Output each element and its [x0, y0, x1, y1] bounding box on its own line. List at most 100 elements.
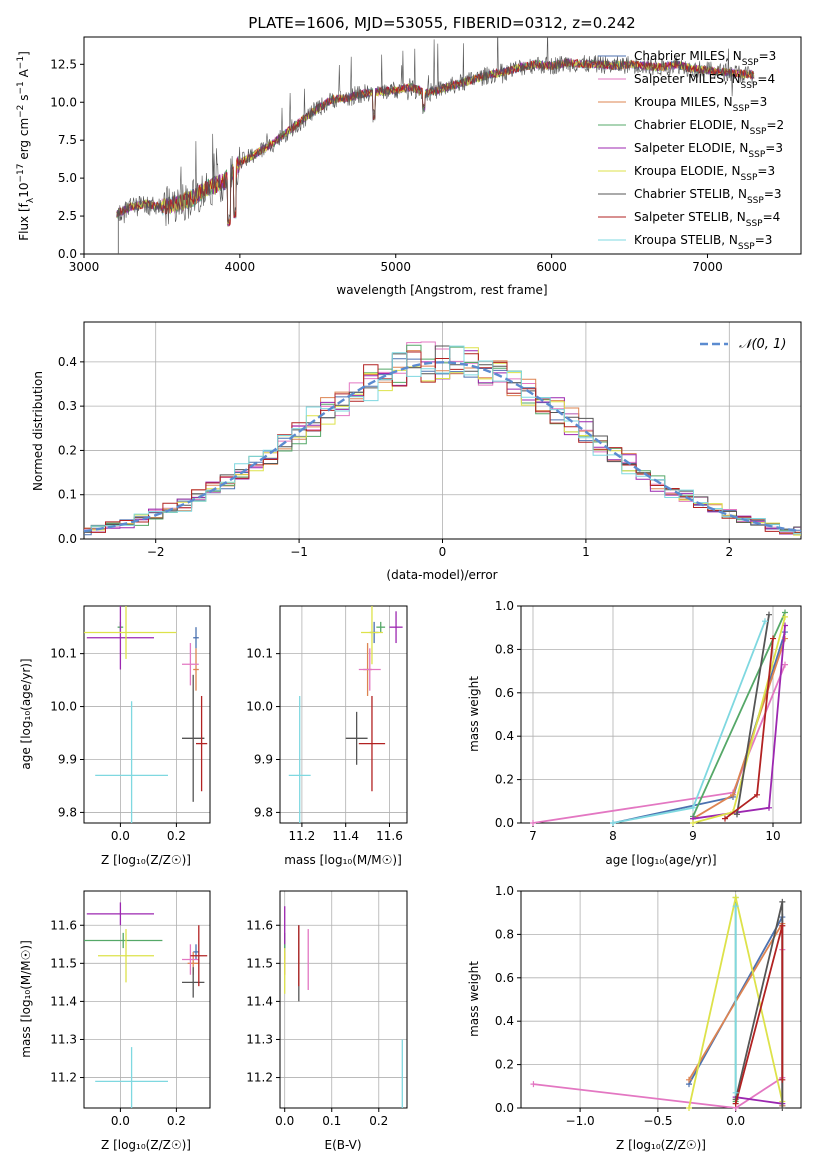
- spectrum-xtick-label: 7000: [692, 260, 723, 274]
- weight-age-panel-ytick-label: 1.0: [495, 599, 514, 613]
- legend-entry: Chabrier ELODIE, NSSP=2: [634, 118, 784, 137]
- weight-age-panel-point-marker: [754, 791, 760, 798]
- weight-age-panel-point-marker: [722, 815, 728, 822]
- spectrum-xtick-label: 4000: [225, 260, 256, 274]
- weight-z-panel-point-marker: [779, 898, 786, 905]
- weight-z-panel-point-marker: [732, 894, 739, 901]
- legend-entry: Salpeter ELODIE, NSSP=3: [634, 141, 783, 160]
- weight-age-panel-point-marker: [770, 635, 776, 642]
- chart-title: PLATE=1606, MJD=53055, FIBERID=0312, z=0…: [248, 14, 635, 32]
- weight-age-panel-ytick-label: 0.2: [495, 773, 514, 787]
- age-z-panel-ytick-label: 10.0: [50, 700, 77, 714]
- spectrum-ytick-label: 12.5: [50, 57, 77, 71]
- weight-age-panel-point-marker: [782, 613, 788, 620]
- weight-z-xlabel: Z [log₁₀(Z/Z☉)]: [616, 1138, 706, 1152]
- mass-z-panel-frame: [83, 890, 211, 1109]
- weight-z-panel-point-marker: [779, 922, 786, 929]
- weight-z-panel-point-marker: [686, 1105, 692, 1111]
- legend-entry: Kroupa MILES, NSSP=3: [634, 95, 767, 114]
- spectrum-xtick-label: 6000: [536, 260, 567, 274]
- weight-z-panel-xtick-label: 0.0: [726, 1114, 745, 1128]
- weight-z-panel-ytick-label: 0.2: [495, 1058, 514, 1072]
- gauss-legend-label: 𝒩(0, 1): [739, 337, 786, 352]
- weight-age-panel-ytick-label: 0.0: [495, 816, 514, 830]
- mass-ebv-xlabel: E(B-V): [324, 1138, 361, 1152]
- histogram-ylabel: Normed distribution: [31, 371, 45, 491]
- mass-z-panel-ytick-label: 11.2: [50, 1071, 77, 1085]
- age-mass-panel-ytick-label: 9.8: [254, 805, 273, 819]
- histogram-xtick-label: 2: [725, 545, 733, 559]
- mass-z-xlabel: Z [log₁₀(Z/Z☉)]: [101, 1138, 191, 1152]
- weight-z-panel-frame: [520, 890, 802, 1109]
- mass-ebv-panel-xtick-label: 0.0: [275, 1114, 294, 1128]
- histogram-ytick-label: 0.0: [58, 532, 77, 546]
- age-mass-panel-ytick-label: 9.9: [254, 752, 273, 766]
- weight-z-panel-point-marker: [779, 1105, 786, 1111]
- mass-z-panel-ytick-label: 11.4: [50, 994, 77, 1008]
- histogram-ytick-label: 0.2: [58, 443, 77, 457]
- legend-entry: Salpeter STELIB, NSSP=4: [634, 210, 780, 229]
- weight-age-panel-point-marker: [530, 820, 536, 826]
- weight-age-panel-point-marker: [690, 804, 696, 811]
- weight-age-panel-point-marker: [766, 804, 772, 811]
- legend-entry: Chabrier STELIB, NSSP=3: [634, 187, 782, 206]
- mass-z-panel-ytick-label: 11.6: [50, 918, 77, 932]
- legend-entry: Chabrier MILES, NSSP=3: [634, 49, 776, 68]
- histogram-step-series: [84, 351, 801, 534]
- histogram-ytick-label: 0.3: [58, 399, 77, 413]
- weight-z-panel-point-marker: [686, 1076, 692, 1083]
- age-mass-panel-xtick-label: 11.4: [332, 829, 359, 843]
- weight-age-panel-series-line: [532, 664, 786, 823]
- weight-age-panel-series-line: [692, 612, 786, 817]
- mass-z-panel-ytick-label: 11.5: [50, 956, 77, 970]
- spectrum-ytick-label: 7.5: [58, 133, 77, 147]
- legend-entry: Salpeter MILES, NSSP=4: [634, 72, 775, 91]
- weight-z-panel-ytick-label: 0.6: [495, 971, 514, 985]
- weight-age-panel-point-marker: [734, 811, 740, 818]
- histogram-xtick-label: 1: [582, 545, 590, 559]
- mass-ebv-panel-xtick-label: 0.2: [369, 1114, 388, 1128]
- mass-z-ylabel: mass [log₁₀(M/M☉)]: [19, 940, 33, 1058]
- age-z-panel-xtick-label: 0.0: [111, 829, 130, 843]
- mass-ebv-panel-ytick-label: 11.5: [246, 956, 273, 970]
- weight-z-panel-ytick-label: 1.0: [495, 884, 514, 898]
- age-z-panel-ytick-label: 9.9: [58, 752, 77, 766]
- age-mass-panel-ytick-label: 10.1: [246, 647, 273, 661]
- spectrum-frame: [83, 36, 802, 255]
- weight-age-panel-series-line: [736, 614, 770, 815]
- age-mass-panel-xtick-label: 11.6: [376, 829, 403, 843]
- legend-entry: Kroupa ELODIE, NSSP=3: [634, 164, 775, 183]
- spectrum-ytick-label: 0.0: [58, 247, 77, 261]
- weight-age-ylabel: mass weight: [467, 676, 481, 752]
- weight-z-panel-point-marker: [530, 1081, 537, 1088]
- mass-z-panel-xtick-label: 0.2: [167, 1114, 186, 1128]
- weight-z-panel-ytick-label: 0.4: [495, 1014, 514, 1028]
- spectrum-xtick-label: 5000: [380, 260, 411, 274]
- age-z-panel-ytick-label: 10.1: [50, 647, 77, 661]
- gaussian-curve: [83, 361, 802, 533]
- spectrum-ylabel: Flux [fλ10−17 erg cm−2 s−1 A−1]: [16, 51, 36, 241]
- weight-age-panel-xtick-label: 7: [529, 829, 537, 843]
- mass-z-panel-ytick-label: 11.3: [50, 1032, 77, 1046]
- weight-age-xlabel: age [log₁₀(age/yr)]: [605, 853, 716, 867]
- histogram-xtick-label: −2: [147, 545, 165, 559]
- weight-age-panel-ytick-label: 0.4: [495, 729, 514, 743]
- mass-ebv-panel-xtick-label: 0.1: [322, 1114, 341, 1128]
- weight-age-panel-point-marker: [690, 820, 696, 826]
- weight-age-panel-point-marker: [782, 661, 788, 668]
- mass-ebv-panel-frame: [279, 890, 408, 1109]
- weight-age-panel-xtick-label: 9: [689, 829, 697, 843]
- weight-z-panel-series-line: [735, 1096, 783, 1105]
- weight-z-panel-point-marker: [779, 1076, 786, 1083]
- mass-ebv-panel-ytick-label: 11.3: [246, 1032, 273, 1046]
- age-mass-panel-frame: [279, 605, 408, 824]
- mass-z-panel-xtick-label: 0.0: [111, 1114, 130, 1128]
- histogram-ytick-label: 0.1: [58, 488, 77, 502]
- weight-age-panel-point-marker: [762, 618, 768, 625]
- spectrum-ytick-label: 10.0: [50, 95, 77, 109]
- legend-entry: Kroupa STELIB, NSSP=3: [634, 233, 772, 252]
- weight-z-panel-point-marker: [732, 1100, 739, 1107]
- weight-z-panel-series-line: [734, 925, 784, 1104]
- age-mass-xlabel: mass [log₁₀(M/M☉)]: [284, 853, 402, 867]
- weight-age-panel-point-marker: [610, 820, 616, 826]
